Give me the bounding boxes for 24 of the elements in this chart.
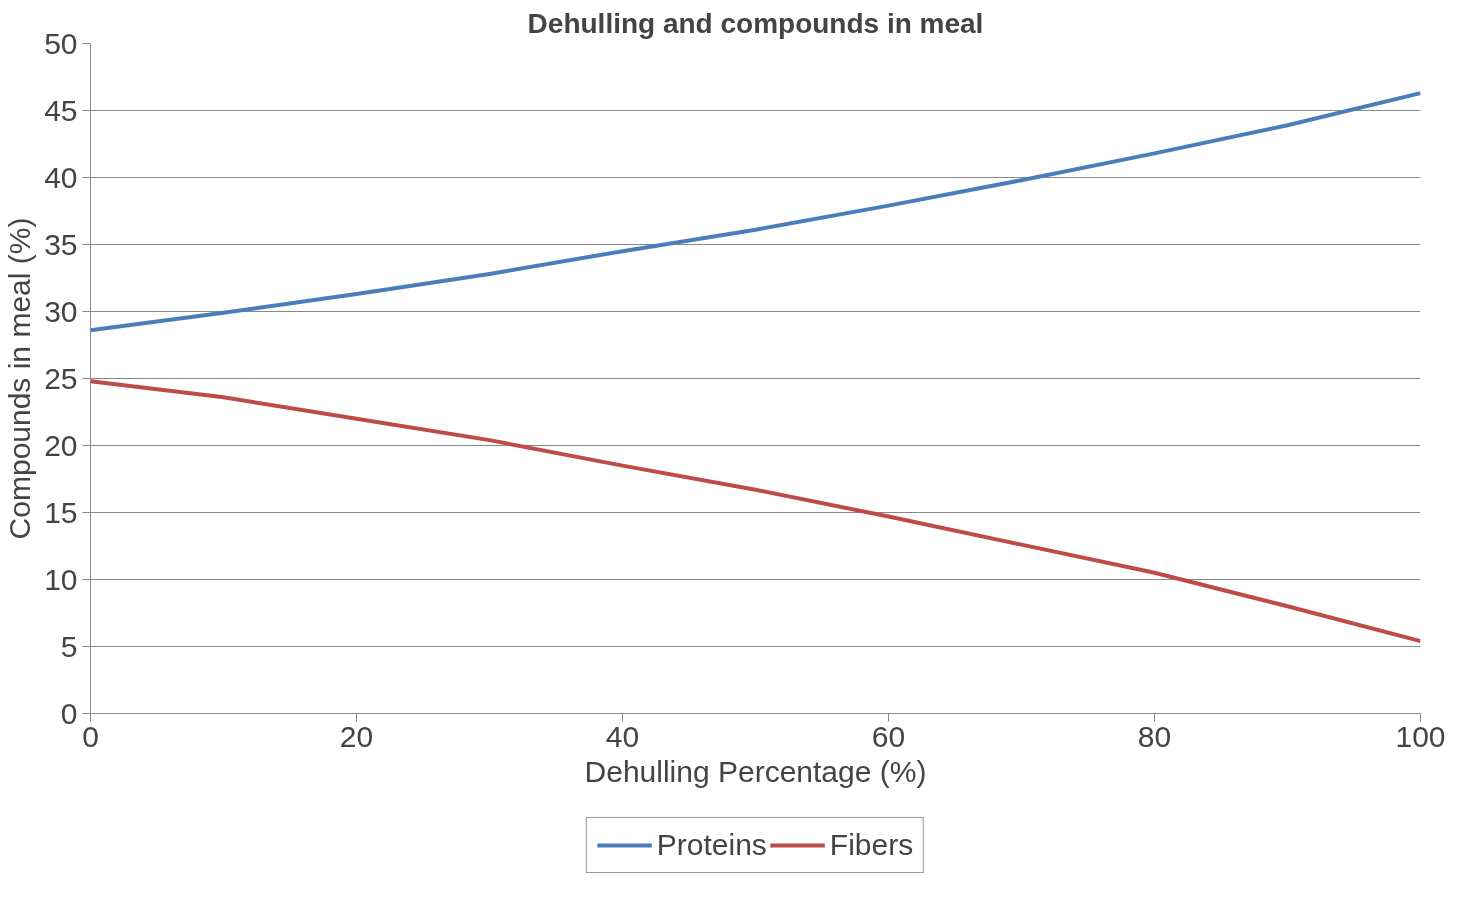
y-tick-label: 50	[44, 26, 78, 60]
x-tick-label: 0	[82, 719, 99, 753]
legend-label: Fibers	[829, 828, 914, 862]
y-tick-label: 5	[60, 629, 78, 663]
line-series	[90, 379, 1421, 644]
y-tick-label: 20	[44, 428, 78, 462]
chart-title: Dehulling and compounds in meal	[527, 7, 984, 39]
x-axis-title: Dehulling Percentage (%)	[584, 754, 927, 788]
x-tick-label: 100	[1395, 719, 1446, 753]
x-tick-label: 20	[339, 719, 374, 753]
y-tick-label: 35	[44, 227, 78, 261]
y-tick-label: 30	[44, 294, 78, 328]
x-tick-label: 40	[605, 719, 640, 753]
y-tick-label: 15	[44, 495, 78, 529]
y-tick-label: 0	[60, 696, 78, 730]
x-tick-label: 80	[1137, 719, 1172, 753]
line-series	[90, 91, 1421, 333]
y-tick-label: 10	[44, 562, 78, 596]
y-tick-label: 25	[44, 361, 78, 395]
y-tick-label: 45	[44, 93, 78, 127]
x-tick-label: 60	[871, 719, 906, 753]
y-tick-label: 40	[44, 160, 78, 194]
y-axis-title: Compounds in meal (%)	[3, 217, 37, 540]
legend-label: Proteins	[656, 828, 767, 862]
